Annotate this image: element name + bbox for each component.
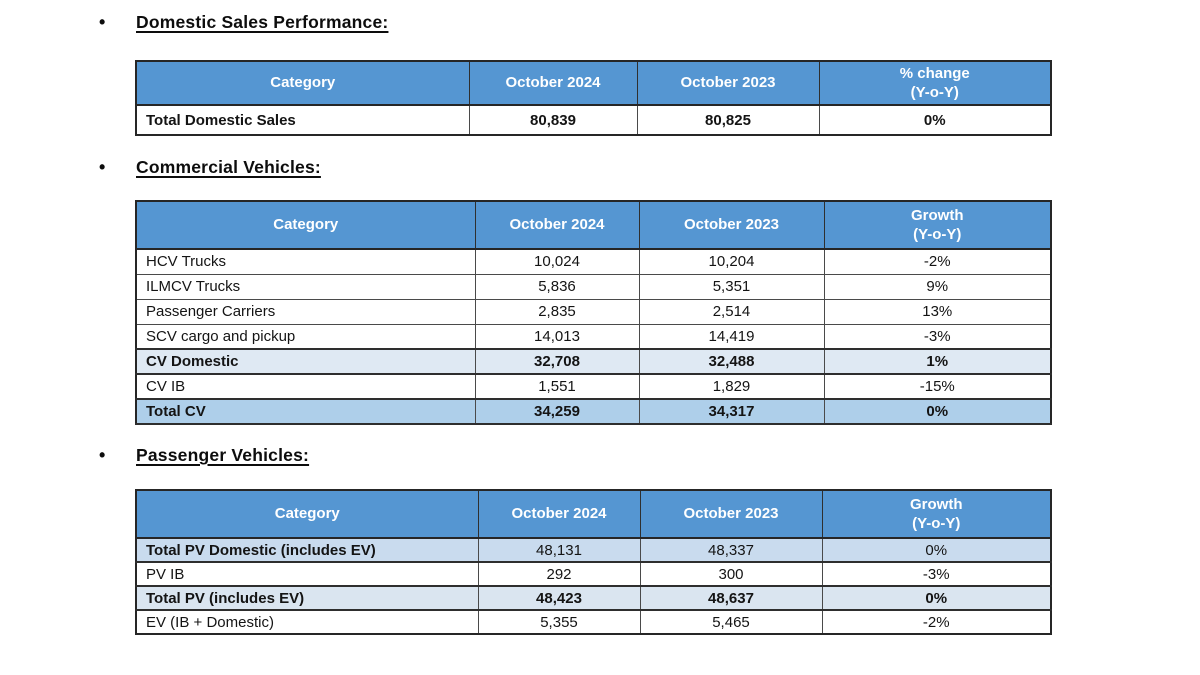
value-cell: 1,829 [638,373,825,400]
column-header: Category [135,200,476,250]
category-cell: Total PV Domestic (includes EV) [135,537,479,563]
table-row: CV IB 1,551 1,829 -15% [135,373,1052,400]
value-cell: 5,836 [474,273,640,300]
category-cell: SCV cargo and pickup [135,323,476,350]
value-cell: 80,825 [636,104,820,136]
table-row: ILMCV Trucks 5,836 5,351 9% [135,273,1052,300]
value-cell: 48,337 [639,537,823,563]
domestic-sales-table: Category October 2024 October 2023% change… [135,60,1052,136]
column-header: October 2024 [474,200,640,250]
category-cell: HCV Trucks [135,248,476,275]
category-cell: EV (IB + Domestic) [135,609,479,635]
value-cell: 0% [818,104,1052,136]
header-row: Category October 2024 October 2023 Growth (… [135,200,1052,250]
table-row: PV IB 292 300 -3% [135,561,1052,587]
header-row: Category October 2024 October 2023 Growth (… [135,489,1052,539]
table-row: Total CV 34,259 34,317 0% [135,398,1052,425]
column-header: % change (Y-o-Y) [818,60,1052,106]
category-cell: Total Domestic Sales [135,104,470,136]
table-row: SCV cargo and pickup 14,013 14,419 -3% [135,323,1052,350]
value-cell: -2% [821,609,1052,635]
section-heading-domestic-sales: • Domestic Sales Performance: [99,12,1200,33]
value-cell: 292 [477,561,641,587]
value-cell: -2% [823,248,1052,275]
heading-text: Commercial Vehicles: [136,157,321,177]
value-cell: 34,317 [638,398,825,425]
column-header: Category [135,60,470,106]
value-cell: 5,351 [638,273,825,300]
category-cell: ILMCV Trucks [135,273,476,300]
value-cell: 0% [821,585,1052,611]
value-cell: 48,423 [477,585,641,611]
column-header: Growth (Y-o-Y) [823,200,1052,250]
value-cell: 48,131 [477,537,641,563]
column-header: October 2024 [477,489,641,539]
section-heading-passenger-vehicles: • Passenger Vehicles: [99,445,1200,466]
value-cell: 0% [821,537,1052,563]
section-heading-commercial-vehicles: • Commercial Vehicles: [99,157,1200,178]
category-cell: CV IB [135,373,476,400]
value-cell: 34,259 [474,398,640,425]
value-cell: 1,551 [474,373,640,400]
column-header: October 2024 [468,60,638,106]
commercial-vehicles-table: Category October 2024 October 2023 Growth (… [135,200,1052,425]
heading-text: Passenger Vehicles: [136,445,310,465]
heading-text: Domestic Sales Performance: [136,12,389,32]
value-cell: 0% [823,398,1052,425]
table-row: CV Domestic 32,708 32,488 1% [135,348,1052,375]
table-row: Total Domestic Sales 80,839 80,825 0% [135,104,1052,136]
value-cell: 10,024 [474,248,640,275]
table-row: HCV Trucks 10,024 10,204 -2% [135,248,1052,275]
category-cell: PV IB [135,561,479,587]
bullet-icon: • [99,12,106,32]
value-cell: 9% [823,273,1052,300]
bullet-icon: • [99,157,106,177]
value-cell: 32,488 [638,348,825,375]
value-cell: 14,419 [638,323,825,350]
value-cell: 10,204 [638,248,825,275]
value-cell: -3% [823,323,1052,350]
value-cell: 300 [639,561,823,587]
value-cell: 5,355 [477,609,641,635]
column-header: October 2023 [636,60,820,106]
category-cell: Total PV (includes EV) [135,585,479,611]
category-cell: Passenger Carriers [135,298,476,325]
value-cell: 14,013 [474,323,640,350]
table-row: EV (IB + Domestic) 5,355 5,465 -2% [135,609,1052,635]
column-header: October 2023 [638,200,825,250]
category-cell: CV Domestic [135,348,476,375]
column-header: October 2023 [639,489,823,539]
value-cell: 1% [823,348,1052,375]
table-row: Total PV (includes EV) 48,423 48,637 0% [135,585,1052,611]
bullet-icon: • [99,445,106,465]
value-cell: 80,839 [468,104,638,136]
passenger-vehicles-table: Category October 2024 October 2023 Growth (… [135,489,1052,635]
value-cell: 2,514 [638,298,825,325]
value-cell: -15% [823,373,1052,400]
value-cell: 32,708 [474,348,640,375]
value-cell: -3% [821,561,1052,587]
table-row: Total PV Domestic (includes EV) 48,131 48,… [135,537,1052,563]
value-cell: 5,465 [639,609,823,635]
header-row: Category October 2024 October 2023% change… [135,60,1052,106]
column-header: Growth (Y-o-Y) [821,489,1052,539]
column-header: Category [135,489,479,539]
value-cell: 13% [823,298,1052,325]
value-cell: 2,835 [474,298,640,325]
value-cell: 48,637 [639,585,823,611]
category-cell: Total CV [135,398,476,425]
table-row: Passenger Carriers 2,835 2,514 13% [135,298,1052,325]
